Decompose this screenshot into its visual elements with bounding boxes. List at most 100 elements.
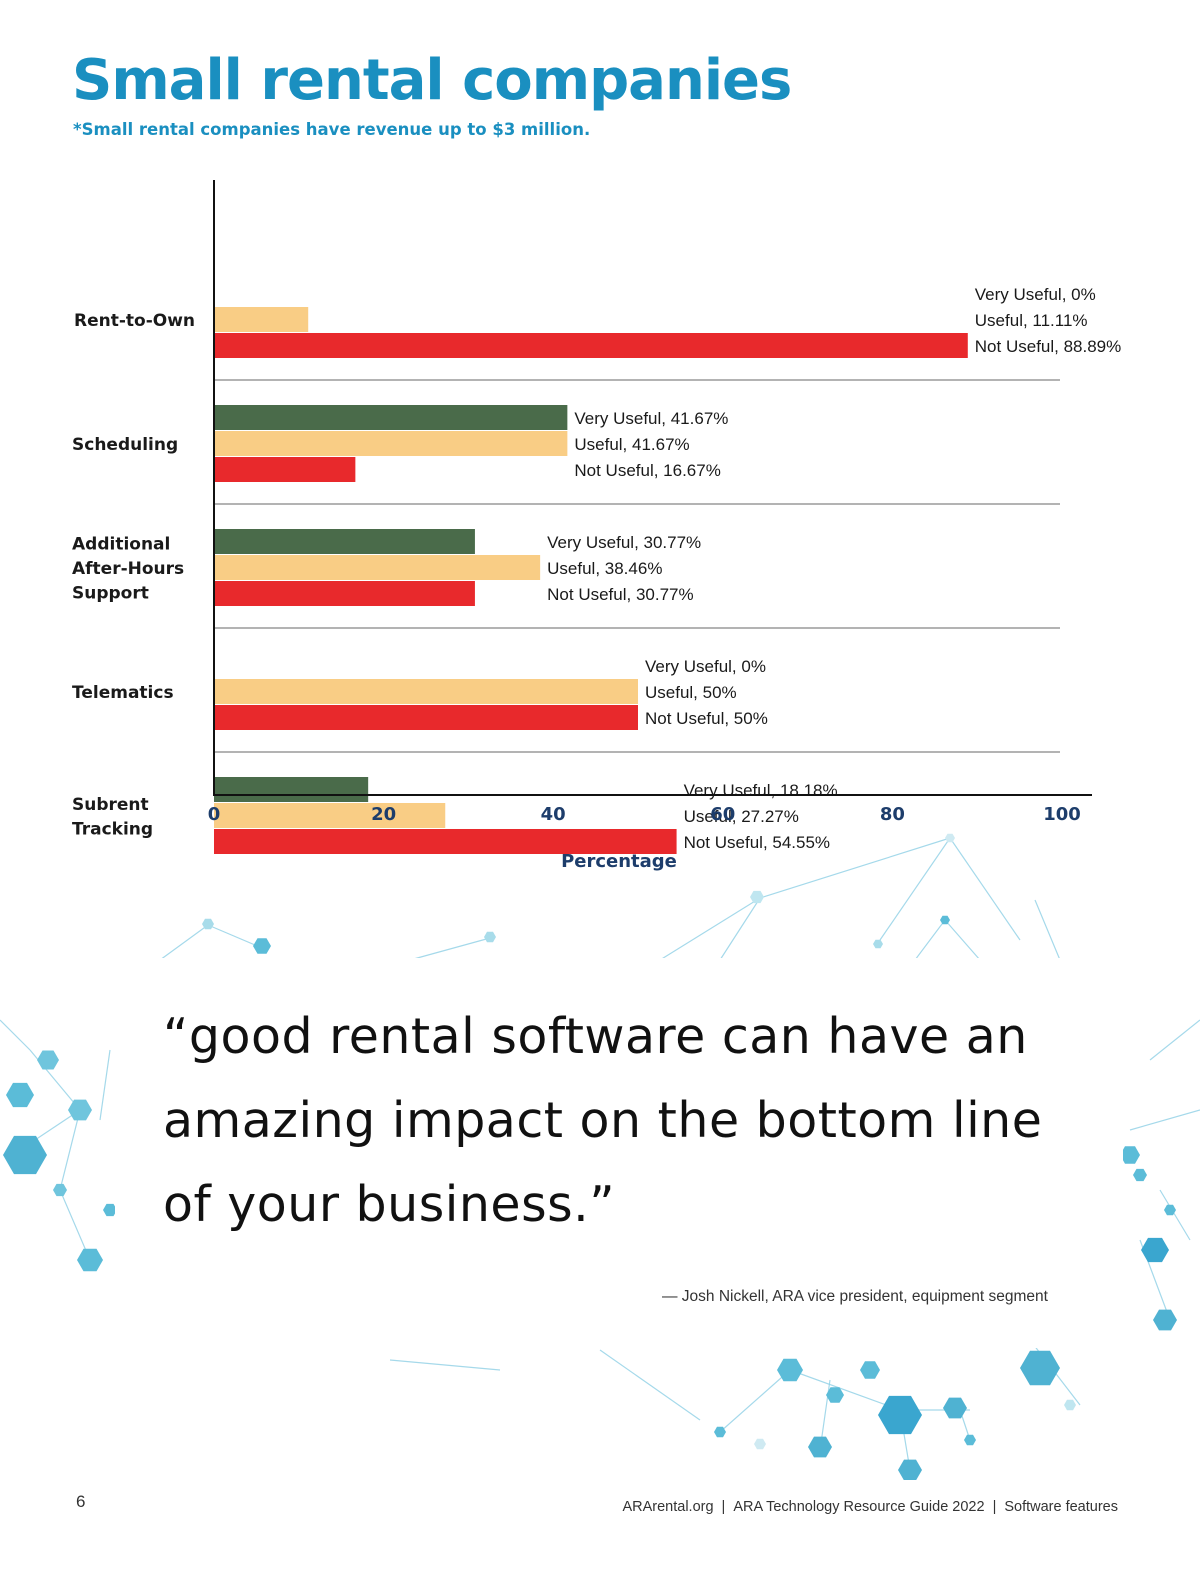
network-node — [1133, 1168, 1147, 1182]
quote-panel — [115, 958, 1123, 1348]
category-label: Support — [72, 584, 149, 604]
footer-separator: | — [992, 1499, 997, 1515]
category-label: After-Hours — [72, 559, 184, 579]
x-tick-label: 0 — [208, 804, 221, 825]
data-label: Useful, 11.11% — [975, 311, 1088, 330]
data-label: Very Useful, 30.77% — [547, 533, 701, 552]
x-axis-title: Percentage — [561, 851, 677, 872]
bar-very-useful — [214, 529, 475, 554]
network-node — [878, 1395, 922, 1435]
data-label: Not Useful, 30.77% — [547, 585, 693, 604]
network-node — [808, 1436, 832, 1458]
data-label: Not Useful, 54.55% — [684, 833, 830, 852]
network-link — [1129, 1109, 1200, 1131]
network-link — [944, 919, 981, 961]
category-label: Additional — [72, 535, 170, 555]
network-link — [879, 837, 951, 941]
network-node — [754, 1438, 766, 1450]
data-label: Useful, 41.67% — [574, 435, 689, 454]
network-node — [1020, 1350, 1060, 1386]
footer-publication: ARA Technology Resource Guide 2022 — [733, 1499, 985, 1515]
x-tick-label: 20 — [371, 804, 396, 825]
network-node — [750, 890, 764, 904]
category-label: Scheduling — [72, 435, 178, 455]
network-node — [1064, 1399, 1076, 1411]
data-label: Not Useful, 88.89% — [975, 337, 1121, 356]
network-node — [1120, 1146, 1140, 1164]
network-link — [719, 1369, 791, 1433]
network-link — [659, 897, 761, 961]
network-link — [949, 837, 1021, 941]
network-node — [964, 1434, 976, 1446]
network-link — [59, 1189, 91, 1261]
footer-site: ARArental.org — [622, 1499, 714, 1515]
network-link — [599, 1349, 701, 1421]
footer-section: Software features — [1004, 1499, 1118, 1515]
network-node — [68, 1099, 92, 1121]
network-link — [914, 919, 946, 961]
data-label: Very Useful, 41.67% — [574, 409, 728, 428]
quote-attribution: — Josh Nickell, ARA vice president, equi… — [662, 1288, 1048, 1305]
network-link — [719, 897, 761, 961]
network-link — [207, 924, 263, 949]
bar-very-useful — [214, 777, 369, 802]
category-label: Telematics — [72, 683, 174, 703]
bar-useful — [214, 679, 638, 704]
network-node — [1164, 1204, 1176, 1216]
network-node — [940, 915, 950, 925]
data-label: Not Useful, 16.67% — [574, 461, 720, 480]
network-node — [826, 1387, 844, 1403]
x-tick-label: 80 — [880, 804, 905, 825]
network-node — [873, 939, 883, 949]
page-number: 6 — [76, 1492, 86, 1511]
network-node — [943, 1397, 967, 1419]
network-node — [1153, 1309, 1177, 1331]
data-label: Very Useful, 18.18% — [684, 781, 838, 800]
network-node — [777, 1358, 803, 1382]
network-node — [53, 1183, 67, 1197]
bar-useful — [214, 555, 541, 580]
molecule-network-decoration — [0, 833, 1200, 1480]
network-node — [860, 1361, 880, 1379]
page-title: Small rental companies — [72, 48, 792, 113]
bar-useful — [214, 431, 568, 456]
data-label: Useful, 50% — [645, 683, 737, 702]
network-link — [159, 924, 209, 961]
footer-separator: | — [721, 1499, 726, 1515]
network-node — [202, 918, 214, 930]
network-link — [1159, 1189, 1191, 1241]
data-label: Very Useful, 0% — [645, 657, 766, 676]
network-link — [389, 1359, 501, 1371]
bar-useful — [214, 307, 309, 332]
network-link — [1034, 899, 1061, 961]
data-label: Useful, 27.27% — [684, 807, 799, 826]
network-link — [789, 1369, 901, 1411]
category-label: Subrent — [72, 795, 149, 815]
x-tick-label: 40 — [541, 804, 566, 825]
bar-chart: Very Useful, 0% Useful, 11.11% Not Useful,… — [72, 180, 1121, 872]
network-link — [409, 937, 491, 961]
footer: ARArental.org | ARA Technology Resource Gu… — [622, 1499, 1118, 1515]
bar-not-useful — [214, 705, 638, 730]
bar-not-useful — [214, 581, 475, 606]
network-node — [898, 1459, 922, 1480]
bar-not-useful — [214, 457, 356, 482]
x-tick-label: 100 — [1043, 804, 1081, 825]
network-node — [714, 1426, 726, 1438]
network-node — [945, 833, 955, 843]
x-tick-label: 60 — [710, 804, 735, 825]
network-node — [37, 1050, 59, 1070]
data-label: Very Useful, 0% — [975, 285, 1096, 304]
data-label: Not Useful, 50% — [645, 709, 768, 728]
network-node — [77, 1248, 103, 1272]
bar-very-useful — [214, 405, 568, 430]
network-link — [59, 1109, 81, 1191]
network-node — [103, 1203, 117, 1217]
network-link — [1149, 1019, 1200, 1061]
network-node — [253, 938, 271, 954]
page-subtitle: *Small rental companies have revenue up … — [73, 120, 591, 139]
category-label: Tracking — [72, 819, 153, 839]
category-label: Rent-to-Own — [74, 311, 195, 331]
pull-quote: “good rental software can have an amazin… — [163, 1008, 1043, 1233]
network-link — [0, 1019, 31, 1051]
